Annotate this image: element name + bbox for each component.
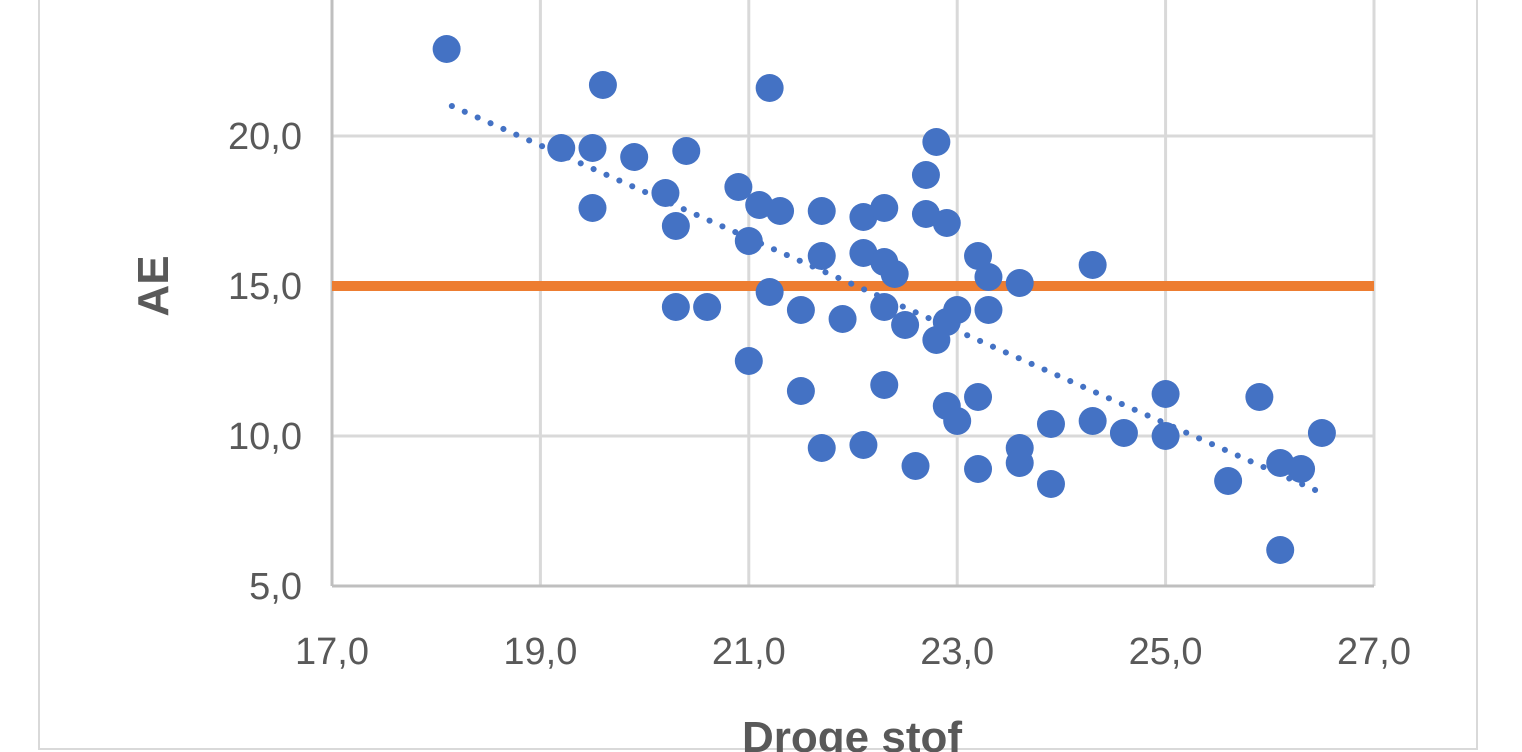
- data-point: [891, 311, 920, 339]
- data-point: [943, 407, 972, 435]
- y-tick-label: 15,0: [228, 266, 302, 308]
- data-point: [964, 455, 993, 483]
- data-point: [786, 296, 815, 324]
- data-point: [786, 377, 815, 405]
- y-axis-title: AE: [129, 255, 178, 316]
- data-point: [943, 296, 972, 324]
- data-point: [588, 71, 617, 99]
- data-point: [901, 452, 930, 480]
- data-point: [1078, 251, 1107, 279]
- data-point: [964, 242, 993, 270]
- axes: [330, 0, 1374, 588]
- data-point: [922, 128, 951, 156]
- data-point: [1151, 380, 1180, 408]
- data-point: [1005, 449, 1034, 477]
- data-point: [911, 161, 940, 189]
- x-tick-label: 25,0: [1129, 631, 1203, 673]
- data-point: [755, 74, 784, 102]
- y-tick-label: 10,0: [228, 416, 302, 458]
- scatter-chart: 17,0 19,0 21,0 23,0 25,0 27,0 5,0 10,0 15,0 20,0…: [129, 0, 1411, 752]
- x-tick-label: 23,0: [920, 631, 994, 673]
- data-point: [693, 293, 722, 321]
- data-point: [1036, 470, 1065, 498]
- data-point: [724, 173, 753, 201]
- data-point: [974, 296, 1003, 324]
- data-point: [1109, 419, 1138, 447]
- data-point: [1005, 269, 1034, 297]
- data-point: [1287, 455, 1316, 483]
- data-point: [1266, 536, 1295, 564]
- data-point: [547, 134, 576, 162]
- x-tick-label: 19,0: [503, 631, 577, 673]
- data-point: [974, 263, 1003, 291]
- data-point: [880, 260, 909, 288]
- y-tick-label: 5,0: [249, 566, 302, 608]
- data-point: [807, 197, 836, 225]
- data-point: [1151, 422, 1180, 450]
- data-point: [578, 194, 607, 222]
- data-point: [849, 431, 878, 459]
- data-point: [1078, 407, 1107, 435]
- data-point: [964, 383, 993, 411]
- data-point: [1214, 467, 1243, 495]
- data-point: [807, 242, 836, 270]
- x-axis-title: Droge stof: [742, 713, 962, 752]
- data-point: [870, 293, 899, 321]
- data-point: [620, 143, 649, 171]
- data-point: [578, 134, 607, 162]
- data-point: [1245, 383, 1274, 411]
- x-tick-label: 17,0: [295, 631, 369, 673]
- data-point: [651, 179, 680, 207]
- data-point: [932, 209, 961, 237]
- data-point: [432, 35, 461, 63]
- data-points: [432, 35, 1336, 564]
- data-point: [807, 434, 836, 462]
- data-point: [755, 278, 784, 306]
- data-point: [870, 194, 899, 222]
- chart-frame: 17,0 19,0 21,0 23,0 25,0 27,0 5,0 10,0 15,0 20,0…: [38, 0, 1478, 752]
- data-point: [734, 347, 763, 375]
- x-tick-label: 21,0: [712, 631, 786, 673]
- data-point: [922, 326, 951, 354]
- y-tick-labels: 5,0 10,0 15,0 20,0: [228, 116, 302, 608]
- x-tick-labels: 17,0 19,0 21,0 23,0 25,0 27,0: [295, 631, 1411, 673]
- data-point: [661, 293, 690, 321]
- data-point: [828, 305, 857, 333]
- data-point: [766, 197, 795, 225]
- data-point: [1307, 419, 1336, 447]
- data-point: [734, 227, 763, 255]
- y-tick-label: 20,0: [228, 116, 302, 158]
- x-tick-label: 27,0: [1337, 631, 1411, 673]
- data-point: [672, 137, 701, 165]
- data-point: [1036, 410, 1065, 438]
- data-point: [661, 212, 690, 240]
- gridlines: [332, 0, 1376, 586]
- data-point: [870, 371, 899, 399]
